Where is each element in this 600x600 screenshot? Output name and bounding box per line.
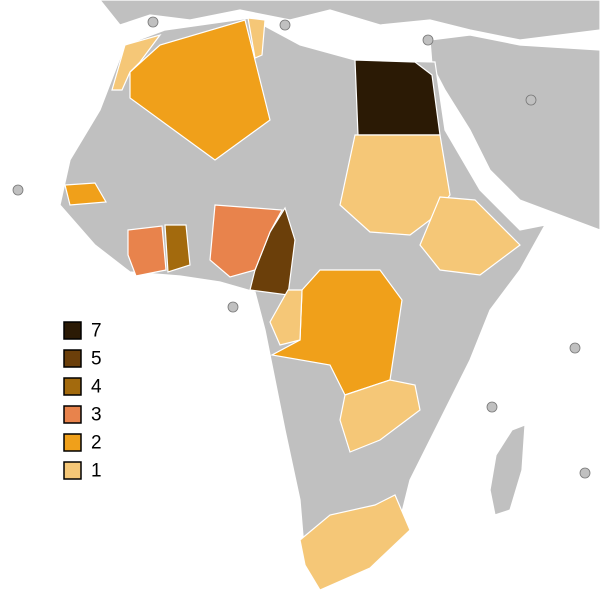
- ethiopia: [419, 196, 521, 276]
- legend-label: 4: [91, 377, 102, 398]
- island: [525, 94, 537, 106]
- senegal: [64, 182, 107, 206]
- island: [227, 301, 239, 313]
- ghana: [164, 224, 191, 273]
- egypt: [354, 59, 441, 136]
- ivory-coast: [127, 225, 167, 277]
- legend-swatch: [63, 433, 82, 452]
- morocco: [111, 33, 162, 91]
- legend-swatch: [63, 321, 82, 340]
- legend: 7 5 4 3 2 1: [63, 321, 102, 482]
- legend-swatch: [63, 349, 82, 368]
- sudan: [339, 134, 451, 236]
- island: [486, 401, 498, 413]
- tunisia: [247, 17, 266, 59]
- island: [422, 34, 434, 46]
- legend-label: 1: [91, 461, 102, 482]
- islands: [12, 16, 591, 479]
- congo: [269, 289, 303, 346]
- algeria: [129, 19, 271, 161]
- island: [569, 342, 581, 354]
- island: [279, 19, 291, 31]
- legend-label: 3: [91, 405, 102, 426]
- madagascar: [489, 424, 526, 516]
- europe: [99, 0, 600, 41]
- legend-swatch: [63, 405, 82, 424]
- island: [147, 16, 159, 28]
- island: [579, 467, 591, 479]
- nigeria: [209, 204, 283, 278]
- legend-label: 7: [91, 321, 102, 342]
- island: [12, 184, 24, 196]
- legend-swatch: [63, 377, 82, 396]
- arabia: [429, 34, 600, 231]
- legend-label: 5: [91, 349, 102, 370]
- zambia: [339, 379, 421, 453]
- legend-swatch: [63, 461, 82, 480]
- south-africa: [299, 494, 411, 591]
- legend-label: 2: [91, 433, 102, 454]
